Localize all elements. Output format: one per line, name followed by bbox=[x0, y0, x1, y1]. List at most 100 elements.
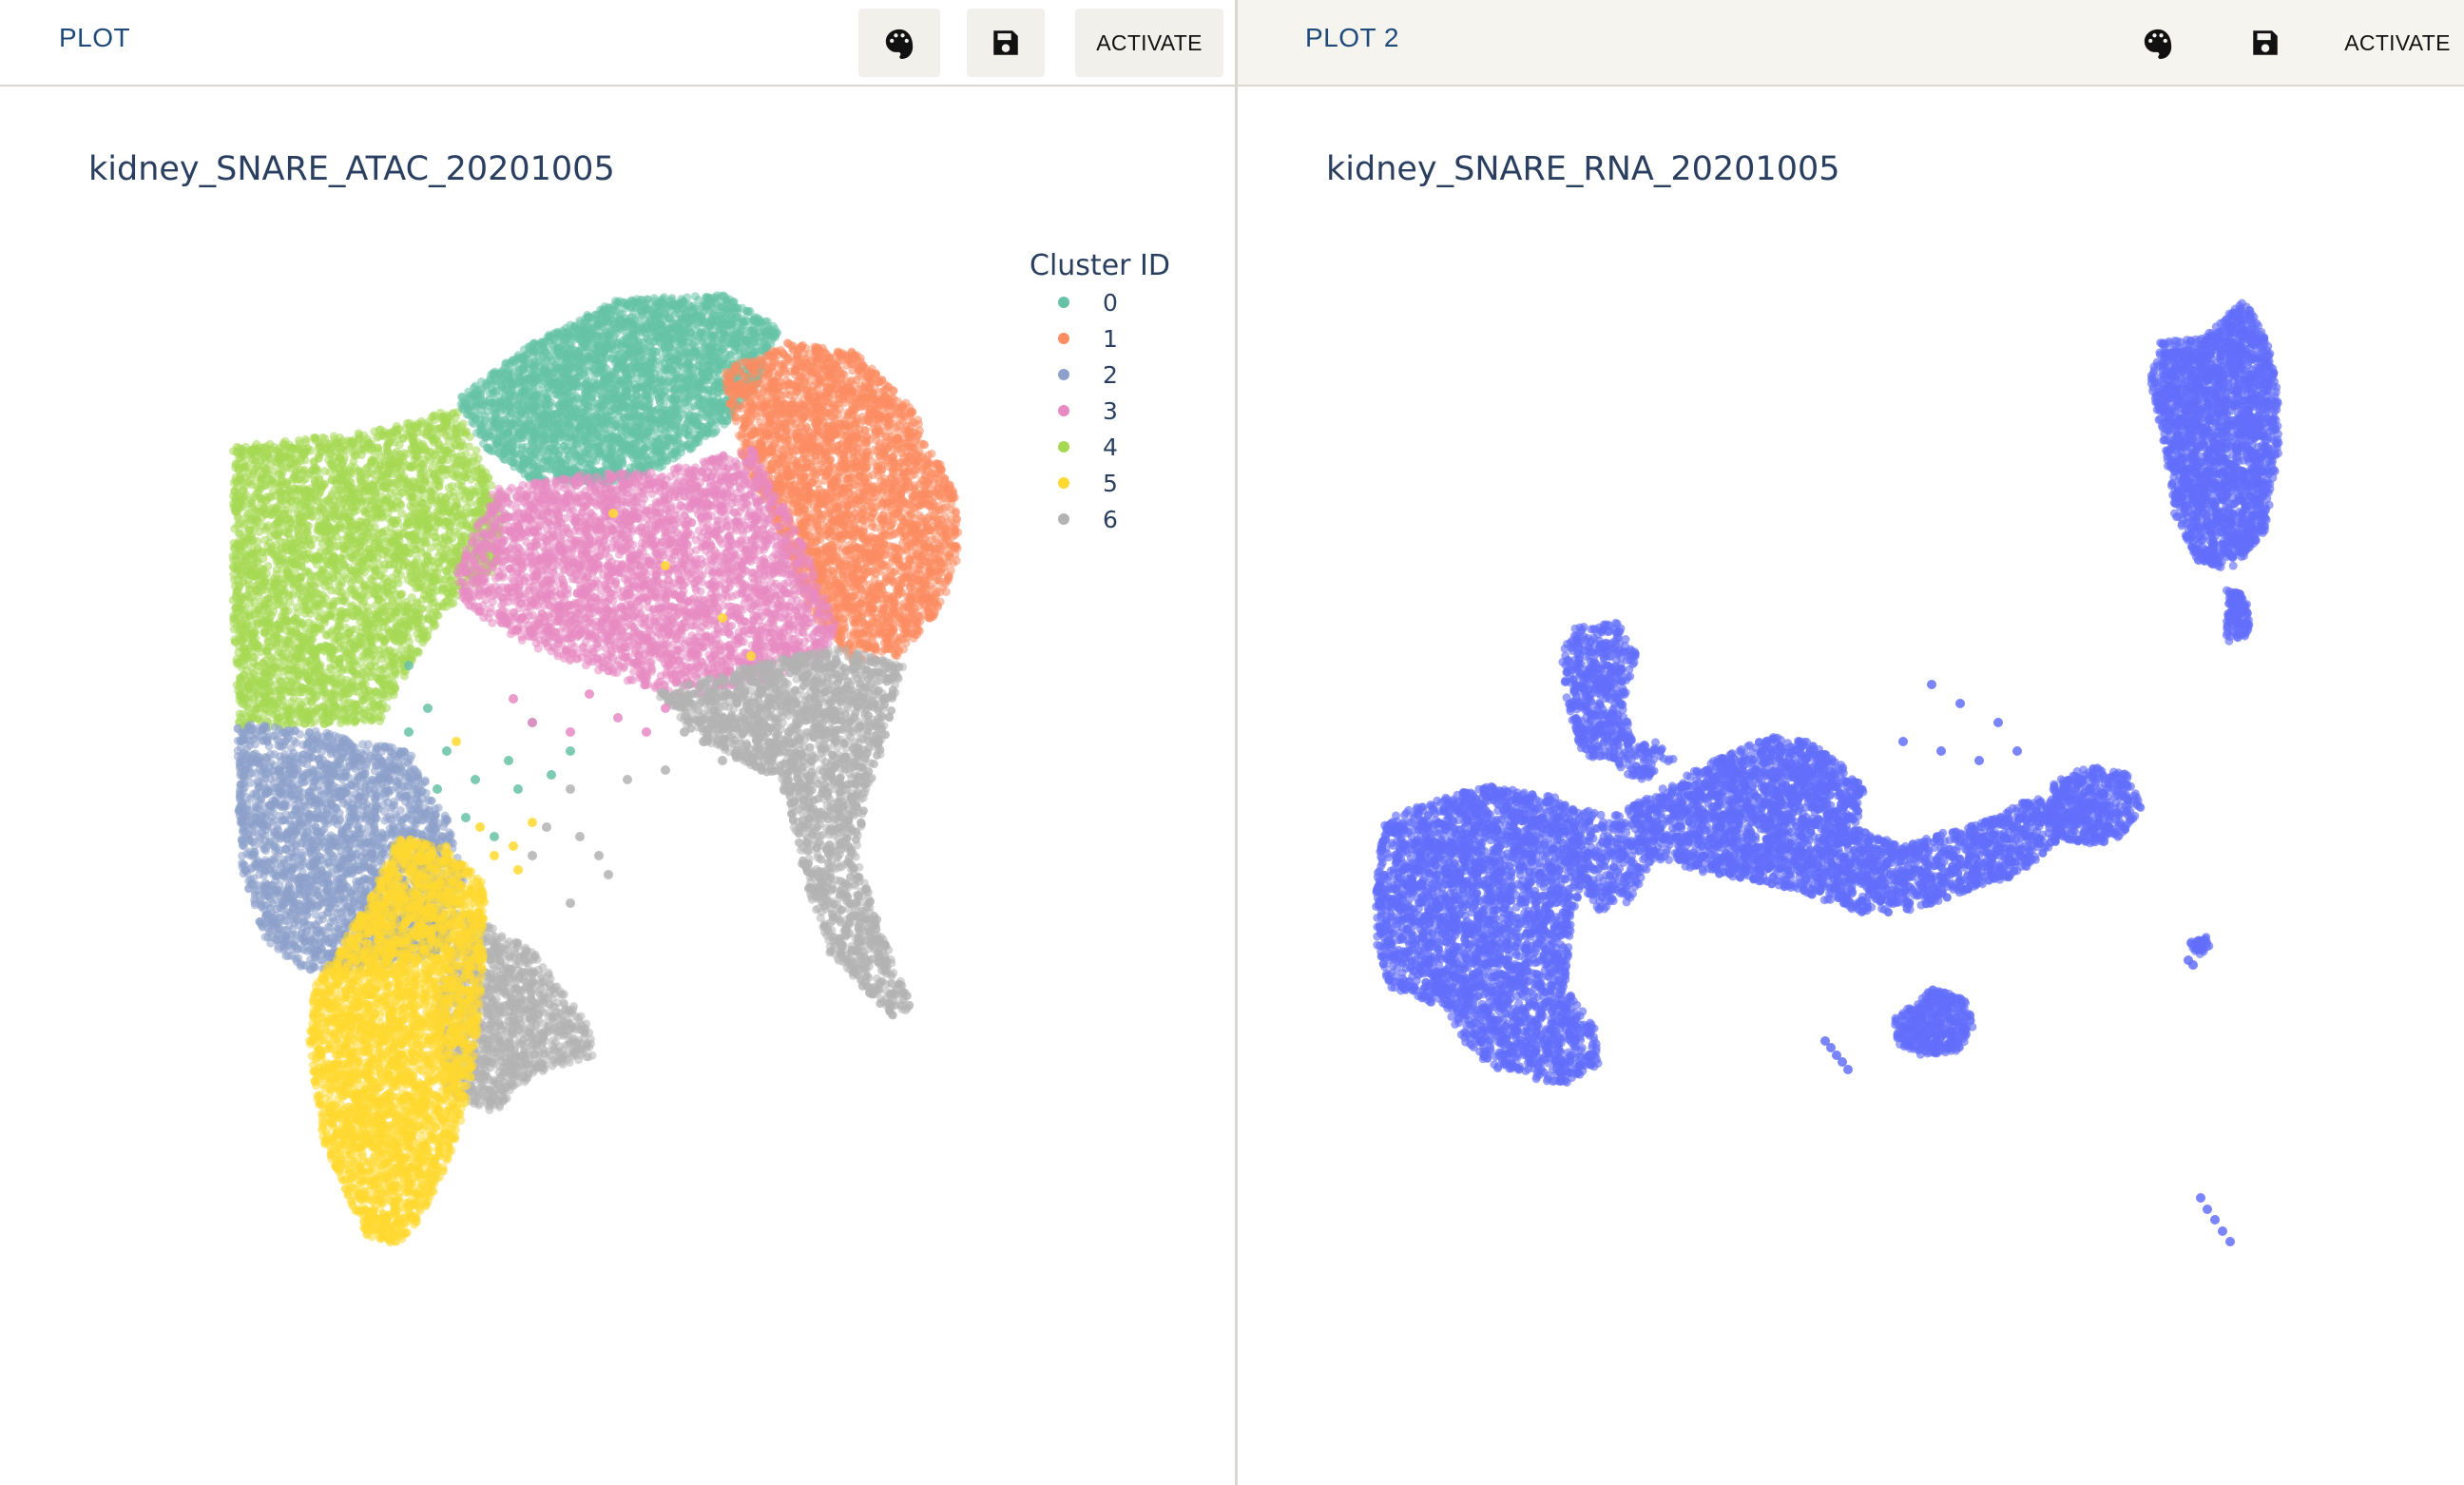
scatter-point bbox=[245, 611, 255, 621]
scatter-point bbox=[260, 708, 269, 718]
palette-button[interactable] bbox=[858, 9, 940, 77]
scatter-point bbox=[233, 575, 242, 585]
scatter-point bbox=[431, 457, 440, 466]
scatter-point bbox=[363, 666, 372, 676]
scatter-point bbox=[312, 495, 320, 505]
scatter-point bbox=[250, 520, 260, 530]
scatter-point bbox=[260, 627, 270, 636]
scatter-point bbox=[255, 592, 263, 602]
scatter-point bbox=[339, 445, 348, 453]
scatter-point bbox=[337, 489, 346, 498]
scatter-point bbox=[250, 455, 260, 465]
scatter-point bbox=[260, 693, 270, 703]
scatter-point bbox=[240, 700, 249, 709]
plot-tab-label[interactable]: PLOT bbox=[59, 23, 130, 53]
scatter-point bbox=[433, 610, 441, 620]
scatter-point bbox=[260, 585, 269, 594]
scatter-point bbox=[383, 692, 393, 702]
scatter-point bbox=[316, 643, 325, 651]
scatter-point bbox=[308, 686, 318, 696]
scatter-point bbox=[401, 597, 411, 607]
scatter-point bbox=[424, 501, 433, 511]
scatter-point bbox=[231, 564, 241, 573]
scatter-point bbox=[299, 646, 309, 656]
scatter-point bbox=[246, 676, 256, 685]
scatter-point bbox=[346, 649, 356, 659]
scatter-point bbox=[372, 687, 381, 697]
scatter-point bbox=[260, 618, 269, 627]
scatter-point bbox=[311, 435, 320, 445]
scatter-point bbox=[417, 419, 427, 429]
scatter-point bbox=[382, 547, 392, 555]
scatter-point bbox=[405, 492, 414, 502]
scatter-point bbox=[377, 598, 387, 608]
scatter-point bbox=[296, 573, 305, 583]
scatter-point bbox=[355, 493, 364, 503]
scatter-point bbox=[442, 411, 452, 420]
scatter-point bbox=[418, 638, 428, 647]
scatter-point bbox=[413, 599, 422, 608]
scatter-point bbox=[261, 569, 271, 578]
scatter-point bbox=[230, 635, 240, 645]
scatter-point bbox=[450, 453, 459, 463]
scatter-point bbox=[269, 704, 279, 714]
save-button[interactable] bbox=[967, 9, 1045, 77]
activate-button[interactable]: ACTIVATE bbox=[1075, 9, 1223, 77]
scatter-point bbox=[263, 470, 273, 479]
scatter-point bbox=[379, 637, 389, 646]
scatter-point bbox=[360, 526, 370, 535]
scatter-point bbox=[411, 441, 419, 451]
scatter-point bbox=[292, 663, 300, 672]
scatter-point bbox=[317, 685, 326, 695]
scatter-point bbox=[365, 552, 375, 562]
scatter-point bbox=[265, 662, 275, 671]
scatter-point bbox=[241, 464, 250, 473]
scatter-point bbox=[300, 719, 310, 728]
scatter-point bbox=[289, 582, 298, 591]
scatter-point bbox=[312, 552, 321, 562]
scatter-point bbox=[272, 530, 280, 540]
scatter-point bbox=[277, 692, 286, 702]
palette-icon bbox=[885, 29, 914, 59]
scatter-point bbox=[270, 581, 279, 590]
scatter-point bbox=[265, 511, 275, 520]
scatter-point bbox=[421, 551, 431, 560]
scatter-point bbox=[288, 504, 298, 513]
scatter-point bbox=[265, 642, 274, 651]
scatter-point bbox=[315, 506, 324, 515]
scatter-point bbox=[356, 595, 365, 605]
scatter-point bbox=[450, 424, 459, 434]
scatter-point bbox=[409, 541, 418, 550]
scatter-point bbox=[233, 586, 242, 595]
scatter-point bbox=[263, 542, 273, 551]
scatter-point bbox=[278, 602, 287, 611]
scatter-point bbox=[261, 495, 271, 505]
scatter-point bbox=[428, 568, 437, 577]
scatter-point bbox=[349, 666, 358, 676]
scatter-point bbox=[474, 496, 484, 506]
scatter-point bbox=[463, 488, 472, 497]
scatter-point bbox=[408, 463, 416, 472]
scatter-point bbox=[251, 708, 260, 718]
scatter-point bbox=[349, 435, 358, 445]
scatter-point bbox=[401, 424, 411, 433]
scatter-point bbox=[435, 423, 444, 433]
scatter-point bbox=[416, 485, 426, 494]
scatter-point bbox=[235, 519, 244, 529]
scatter-point bbox=[430, 486, 439, 495]
scatter-point bbox=[394, 497, 403, 507]
scatter-point bbox=[235, 492, 244, 501]
scatter-point bbox=[433, 437, 443, 447]
scatter-point bbox=[381, 679, 390, 688]
scatter-point bbox=[338, 468, 348, 477]
scatter-point bbox=[397, 553, 407, 563]
scatter-point bbox=[318, 566, 327, 575]
scatter-point bbox=[396, 473, 406, 483]
scatter-point bbox=[298, 546, 308, 555]
scatter-point bbox=[306, 660, 316, 669]
scatter-point bbox=[422, 530, 432, 540]
scatter-point bbox=[323, 642, 333, 651]
scatter-point bbox=[330, 524, 339, 533]
scatter-point bbox=[389, 631, 398, 641]
